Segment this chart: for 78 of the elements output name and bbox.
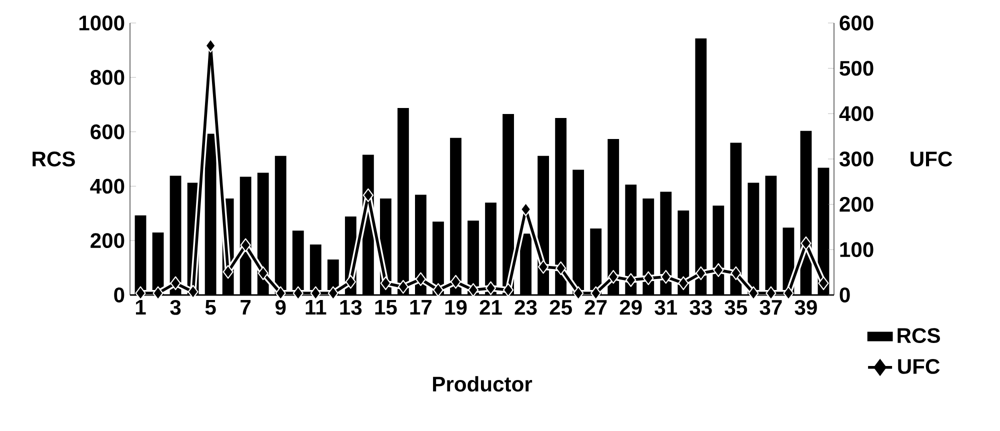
x-tick-label: 29: [620, 300, 642, 315]
point: [502, 283, 514, 297]
point: [310, 286, 321, 300]
point: [380, 276, 391, 290]
x-tick-label: 17: [410, 300, 432, 314]
x-tick-label: 25: [550, 300, 572, 315]
point: [608, 270, 619, 284]
y-tick-label: 0: [114, 288, 124, 302]
point: [468, 283, 479, 297]
point: [275, 286, 286, 300]
point: [152, 286, 164, 300]
point: [520, 202, 532, 216]
y2-tick-label: 400: [839, 106, 874, 122]
x-tick-label: 39: [794, 300, 817, 315]
point: [188, 284, 198, 299]
point: [643, 271, 654, 286]
point: [748, 286, 759, 300]
x-tick-label: 13: [340, 300, 362, 315]
y-tick-label: 800: [90, 70, 124, 85]
x-tick-label: 7: [240, 300, 251, 314]
point: [362, 188, 374, 202]
x-tick-label: 33: [690, 300, 712, 315]
point: [170, 276, 181, 290]
point: [205, 38, 216, 53]
point: [432, 283, 444, 297]
y-tick-label: 1000: [79, 16, 124, 30]
x-tick-label: 21: [480, 300, 502, 315]
point: [538, 260, 549, 274]
point: [660, 270, 672, 284]
point: [292, 286, 304, 300]
point: [556, 261, 566, 276]
x-tick-label: 5: [205, 300, 216, 315]
point: [573, 286, 584, 300]
x-tick-label: 3: [170, 300, 181, 315]
point: [730, 266, 742, 280]
y-tick-label: 400: [90, 178, 124, 194]
x-tick-label: 37: [760, 300, 782, 315]
point: [328, 286, 338, 300]
point: [713, 263, 724, 277]
point: [783, 286, 794, 300]
y-tick-label: 600: [90, 124, 124, 140]
y-tick-label: 200: [90, 233, 124, 248]
point: [590, 286, 602, 300]
point: [415, 272, 426, 286]
y2-tick-label: 600: [840, 16, 874, 30]
x-tick-label: 15: [375, 300, 397, 315]
point: [766, 286, 776, 300]
point: [450, 274, 462, 289]
y2-tick-label: 0: [840, 288, 850, 302]
point: [678, 276, 689, 290]
y-axis-title: RCS: [32, 152, 75, 166]
point: [626, 273, 636, 287]
point: [818, 276, 829, 290]
point: [258, 266, 268, 280]
legend-label: RCS: [898, 328, 940, 344]
point: [696, 266, 706, 280]
x-axis-title: Productor: [433, 376, 532, 392]
x-tick-label: 9: [275, 300, 286, 315]
x-tick-label: 23: [514, 300, 537, 315]
y2-tick-label: 200: [840, 196, 874, 212]
point: [485, 281, 496, 296]
x-tick-label: 11: [306, 300, 326, 314]
point: [240, 238, 251, 252]
legend-label: UFC: [898, 358, 940, 374]
y2-tick-label: 500: [840, 60, 874, 76]
point: [135, 286, 146, 300]
x-tick-label: 27: [584, 300, 607, 315]
y2-tick-label: 300: [839, 152, 874, 166]
x-tick-label: 19: [445, 300, 467, 315]
x-tick-label: 31: [654, 300, 678, 315]
y2-axis-title: UFC: [910, 152, 952, 166]
point: [222, 264, 234, 279]
point: [800, 236, 812, 250]
point: [345, 274, 356, 289]
y2-tick-label: 100: [840, 242, 874, 258]
x-tick-label: 35: [724, 300, 748, 315]
x-tick-label: 1: [136, 300, 146, 314]
point: [398, 280, 409, 294]
